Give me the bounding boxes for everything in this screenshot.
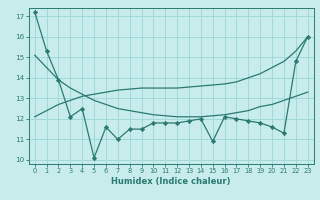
X-axis label: Humidex (Indice chaleur): Humidex (Indice chaleur) (111, 177, 231, 186)
